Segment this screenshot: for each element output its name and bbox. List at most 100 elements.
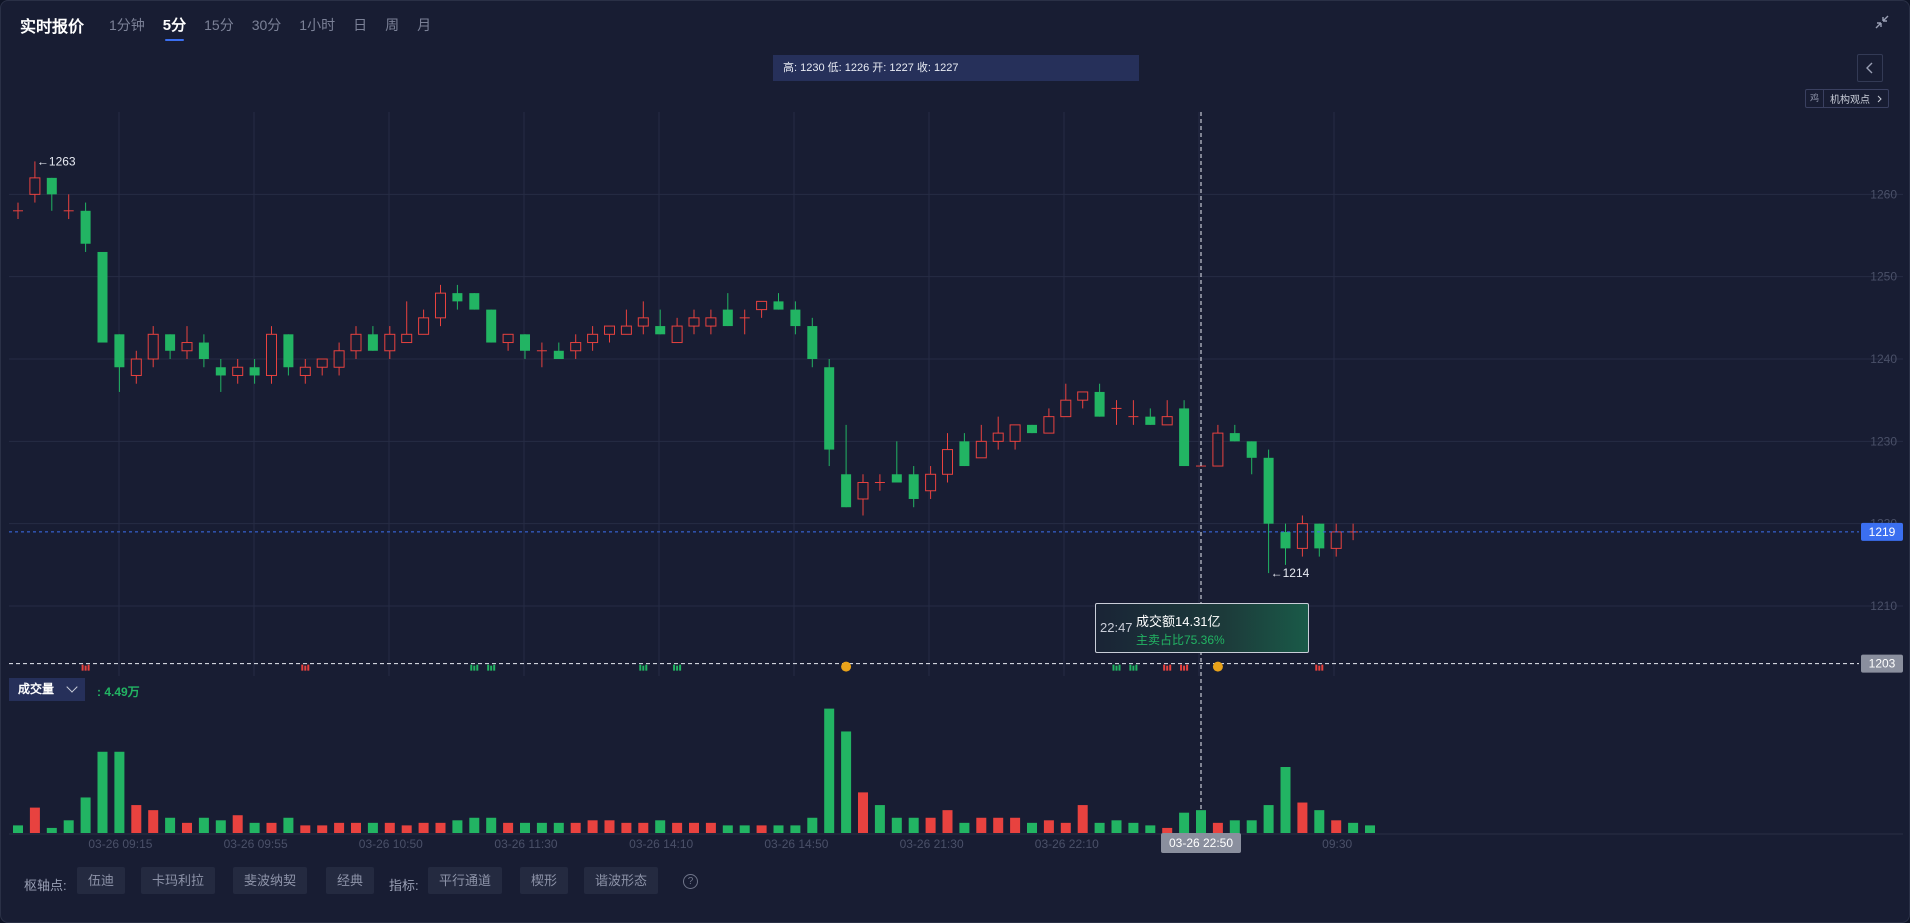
candle-body (1314, 523, 1325, 549)
candle-body (316, 358, 328, 368)
harmonic-pattern-button[interactable]: 谐波形态 (584, 867, 659, 894)
x-tick-label: 03-26 21:30 (900, 837, 964, 851)
x-tick-label: 03-26 09:15 (88, 837, 152, 851)
x-tick-label: 03-26 09:55 (224, 837, 288, 851)
signal-bar-icon (1163, 664, 1166, 671)
chevron-left-icon (1866, 62, 1873, 74)
candle-body (266, 333, 277, 376)
volume-bar (1348, 822, 1359, 833)
volume-bar (959, 822, 970, 833)
signal-bar-icon (307, 664, 310, 671)
volume-bar (891, 817, 902, 833)
candle-body (452, 293, 463, 302)
tab-week[interactable]: 周 (385, 17, 400, 33)
signal-bar-icon (1183, 665, 1186, 671)
volume-bar (249, 822, 260, 833)
candle-body (1161, 416, 1173, 426)
candle-body (1145, 416, 1156, 425)
candle-body (891, 474, 902, 483)
candle-body (975, 440, 987, 459)
period-tabs: 1分钟 5分 15分 30分 1小时 日 周 月 (109, 14, 449, 41)
candle-body (1330, 531, 1342, 549)
signal-bar-icon (1180, 664, 1183, 671)
candle-body (130, 358, 142, 376)
signal-bar-icon (476, 664, 479, 671)
tab-day[interactable]: 日 (353, 17, 368, 33)
volume-bar (790, 825, 801, 833)
tab-1hour[interactable]: 1小时 (299, 17, 336, 33)
tooltip-turnover: 成交额14.31亿 (1136, 614, 1221, 629)
candle-body (299, 366, 311, 376)
volume-bar (756, 825, 767, 833)
tooltip-sell-ratio: 主卖占比75.36% (1136, 633, 1225, 647)
wedge-button[interactable]: 楔形 (520, 867, 569, 894)
volume-bar (1043, 820, 1054, 833)
volume-bar (215, 820, 226, 833)
pivot-fibonacci-button[interactable]: 斐波纳契 (233, 867, 308, 894)
volume-bar (1094, 822, 1105, 833)
candle-body (705, 317, 717, 327)
volume-bar (401, 825, 412, 833)
volume-bar (1212, 822, 1223, 833)
volume-bar (1145, 825, 1156, 833)
volume-bar (773, 825, 784, 833)
x-tick-label: 03-26 14:10 (629, 837, 693, 851)
header-bar: 实时报价 1分钟 5分 15分 30分 1小时 日 周 月 (1, 1, 1909, 45)
signal-bar-icon (490, 665, 493, 671)
pivot-camarilla-button[interactable]: 卡玛利拉 (141, 867, 216, 894)
volume-bar (1280, 767, 1291, 833)
tab-month[interactable]: 月 (417, 17, 432, 33)
pivot-woodie-button[interactable]: 伍迪 (77, 867, 126, 894)
signal-bar-icon (673, 664, 676, 671)
candle-body (553, 350, 564, 360)
tab-30min[interactable]: 30分 (251, 17, 282, 33)
candle-body (97, 251, 108, 343)
volume-bar (63, 820, 74, 833)
volume-bar (655, 820, 666, 833)
candle-body (283, 334, 294, 368)
volume-bar (300, 825, 311, 833)
volume-bar (1314, 810, 1325, 833)
candle-body (671, 325, 683, 344)
volume-bar (824, 708, 835, 833)
y-tick-label: 1260 (1870, 187, 1897, 201)
signal-bar-icon (642, 665, 645, 671)
volume-indicator-select[interactable]: 成交量 (9, 678, 85, 701)
parallel-channel-button[interactable]: 平行通道 (428, 867, 503, 894)
collapse-panel-button[interactable] (1857, 54, 1883, 82)
tab-1min[interactable]: 1分钟 (109, 17, 145, 33)
volume-bar (925, 817, 936, 833)
candle-body (1060, 399, 1072, 418)
volume-bar (993, 817, 1004, 833)
candle-body (502, 333, 514, 344)
volume-bar (1297, 802, 1308, 833)
candle-body (29, 177, 41, 195)
price-chart[interactable]: 126012501240123012201210←1263←1214121912… (1, 1, 1909, 861)
institution-view-button[interactable]: 鸡 机构观点 (1804, 89, 1889, 108)
collapse-fullscreen-icon[interactable] (1873, 13, 1891, 31)
volume-bar (689, 822, 699, 833)
signal-bar-icon (1129, 664, 1132, 671)
candle-body (824, 367, 835, 450)
crosshair-tooltip: 22:47 成交额14.31亿 主卖占比75.36% (1095, 603, 1309, 653)
help-icon[interactable]: ? (683, 874, 698, 889)
tab-5min[interactable]: 5分 (163, 14, 186, 41)
volume-bar (46, 827, 57, 833)
candle-body (350, 333, 362, 352)
candle-body (655, 326, 666, 335)
volume-bar (1128, 822, 1139, 833)
candle-body (520, 334, 530, 351)
volume-bar (587, 820, 598, 833)
candle-body (992, 432, 1004, 442)
candle-body (1280, 531, 1291, 549)
volume-bar (1365, 825, 1375, 833)
candle-body (249, 367, 260, 376)
volume-bar (739, 825, 750, 833)
volume-bar (604, 820, 615, 833)
tab-15min[interactable]: 15分 (204, 17, 234, 33)
volume-bar (976, 817, 987, 833)
volume-bar (131, 805, 142, 833)
institution-view-label: 机构观点 (1830, 95, 1870, 106)
pivot-classic-button[interactable]: 经典 (326, 867, 375, 894)
volume-bar (1246, 820, 1257, 833)
